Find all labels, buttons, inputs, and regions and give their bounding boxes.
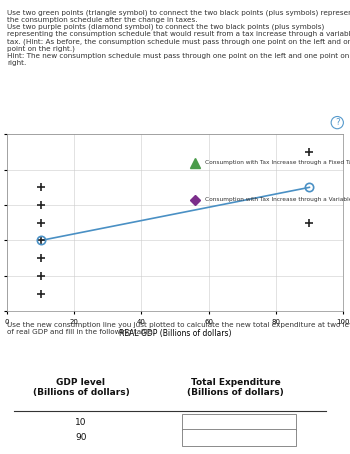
Text: Total Expenditure
(Billions of dollars): Total Expenditure (Billions of dollars) <box>187 378 284 397</box>
Text: ?: ? <box>335 118 340 127</box>
Text: GDP level
(Billions of dollars): GDP level (Billions of dollars) <box>33 378 129 397</box>
Text: Consumption with Tax Increase through a Fixed Tax: Consumption with Tax Increase through a … <box>205 160 350 165</box>
FancyBboxPatch shape <box>182 414 296 430</box>
Text: Consumption with Tax Increase through a Variable Tax: Consumption with Tax Increase through a … <box>205 197 350 202</box>
Text: Use the new consumption line you just plotted to calculate the new total expendi: Use the new consumption line you just pl… <box>7 322 350 335</box>
Text: 90: 90 <box>75 433 87 442</box>
Text: Use two green points (triangle symbol) to connect the two black points (plus sym: Use two green points (triangle symbol) t… <box>7 9 350 66</box>
FancyBboxPatch shape <box>182 429 296 445</box>
Text: 10: 10 <box>75 418 87 427</box>
X-axis label: REAL GDP (Billions of dollars): REAL GDP (Billions of dollars) <box>119 329 231 338</box>
